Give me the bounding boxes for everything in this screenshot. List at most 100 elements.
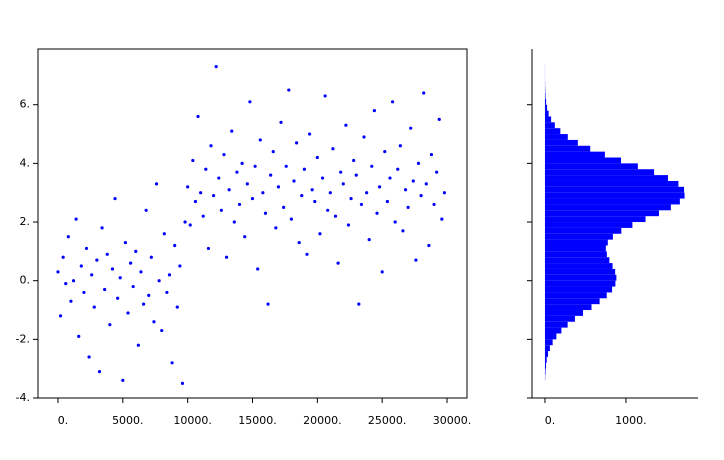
scatter-point	[390, 100, 395, 104]
scatter-point	[191, 158, 195, 163]
histogram-bar	[544, 292, 607, 299]
scatter-point	[128, 261, 133, 265]
histogram-bar	[544, 233, 613, 240]
histogram-bar	[544, 134, 568, 140]
scatter-point	[326, 208, 330, 212]
histogram-bar	[544, 304, 592, 311]
scatter-point	[318, 232, 322, 236]
scatter-point	[261, 191, 265, 195]
scatter-point	[58, 314, 63, 318]
scatter-point	[230, 129, 234, 133]
histogram-bar	[544, 327, 562, 334]
scatter-point	[173, 243, 177, 248]
scatter-point	[248, 100, 252, 104]
scatter-point	[403, 188, 408, 192]
scatter-point	[328, 191, 332, 195]
scatter-point	[211, 194, 216, 198]
scatter-point	[414, 258, 418, 262]
scatter-point	[341, 182, 345, 186]
scatter-point	[113, 196, 117, 201]
scatter-point	[263, 211, 268, 215]
scatter-point	[269, 173, 273, 177]
scatter-point	[82, 290, 86, 295]
histogram-bar	[544, 268, 616, 275]
scatter-point	[152, 320, 156, 324]
scatter-point	[331, 147, 335, 151]
x-tick-label: 15000.	[238, 414, 277, 427]
scatter-point	[131, 284, 135, 289]
scatter-point	[240, 161, 244, 165]
scatter-point	[313, 199, 317, 204]
scatter-point	[437, 117, 441, 121]
scatter-point	[116, 296, 120, 300]
histogram-bar	[544, 145, 591, 152]
scatter-point	[253, 164, 257, 168]
histogram-bar	[544, 263, 613, 269]
x-tick-label: 30000.	[433, 414, 472, 427]
scatter-point	[180, 381, 185, 385]
scatter-point	[178, 264, 182, 268]
scatter-point	[69, 299, 73, 303]
scatter-point	[310, 188, 314, 192]
scatter-point	[232, 220, 236, 224]
scatter-point	[385, 199, 389, 204]
histogram-bar	[544, 210, 659, 217]
histogram-bar	[544, 139, 578, 146]
scatter-point	[339, 170, 343, 174]
scatter-point	[320, 176, 325, 180]
scatter-point	[77, 334, 81, 339]
scatter-point	[162, 232, 166, 236]
scatter-point	[123, 240, 128, 245]
histogram-bar	[544, 315, 575, 322]
histogram-bar	[544, 274, 617, 281]
scatter-point	[219, 208, 223, 212]
scatter-point	[217, 176, 221, 180]
scatter-point	[406, 205, 410, 209]
scatter-point	[409, 126, 413, 130]
scatter-point	[196, 114, 200, 119]
scatter-point	[149, 255, 153, 259]
x-tick-label: 25000.	[368, 414, 407, 427]
scatter-point	[276, 185, 281, 189]
scatter-frame	[37, 48, 468, 399]
x-tick-label: 10000.	[173, 414, 212, 427]
scatter-point	[84, 246, 89, 251]
scatter-point	[121, 378, 125, 383]
histogram-bar	[544, 175, 668, 181]
scatter-point	[141, 302, 146, 306]
scatter-point	[346, 223, 351, 227]
y-tick-label: 6.	[20, 98, 31, 111]
scatter-point	[370, 164, 374, 168]
histogram-bar	[544, 198, 680, 205]
histogram-bar	[544, 163, 638, 170]
histogram-bar	[544, 362, 547, 369]
scatter-point	[344, 123, 348, 127]
scatter-point	[352, 158, 356, 163]
scatter-point	[118, 276, 122, 280]
scatter-point	[440, 217, 444, 221]
x-tick-label: 20000.	[303, 414, 342, 427]
scatter-point	[359, 202, 364, 207]
scatter-point	[144, 208, 148, 212]
scatter-point	[377, 185, 382, 189]
scatter-point	[362, 135, 366, 139]
scatter-point	[354, 173, 358, 177]
scatter-point	[365, 191, 369, 195]
scatter-point	[380, 270, 384, 274]
scatter-point	[170, 361, 174, 365]
scatter-point	[427, 243, 431, 248]
scatter-point	[199, 191, 203, 195]
histogram-bar	[544, 122, 555, 129]
scatter-point	[97, 370, 102, 374]
scatter-point	[243, 235, 247, 239]
histogram-bar	[544, 310, 584, 316]
scatter-point	[305, 252, 309, 256]
scatter-point	[396, 167, 400, 171]
scatter-point	[323, 94, 327, 98]
histogram-bar	[544, 169, 655, 176]
scatter-point	[227, 188, 231, 192]
scatter-point	[435, 170, 439, 174]
x-tick-label: 5000.	[112, 414, 144, 427]
scatter-point	[282, 205, 286, 209]
